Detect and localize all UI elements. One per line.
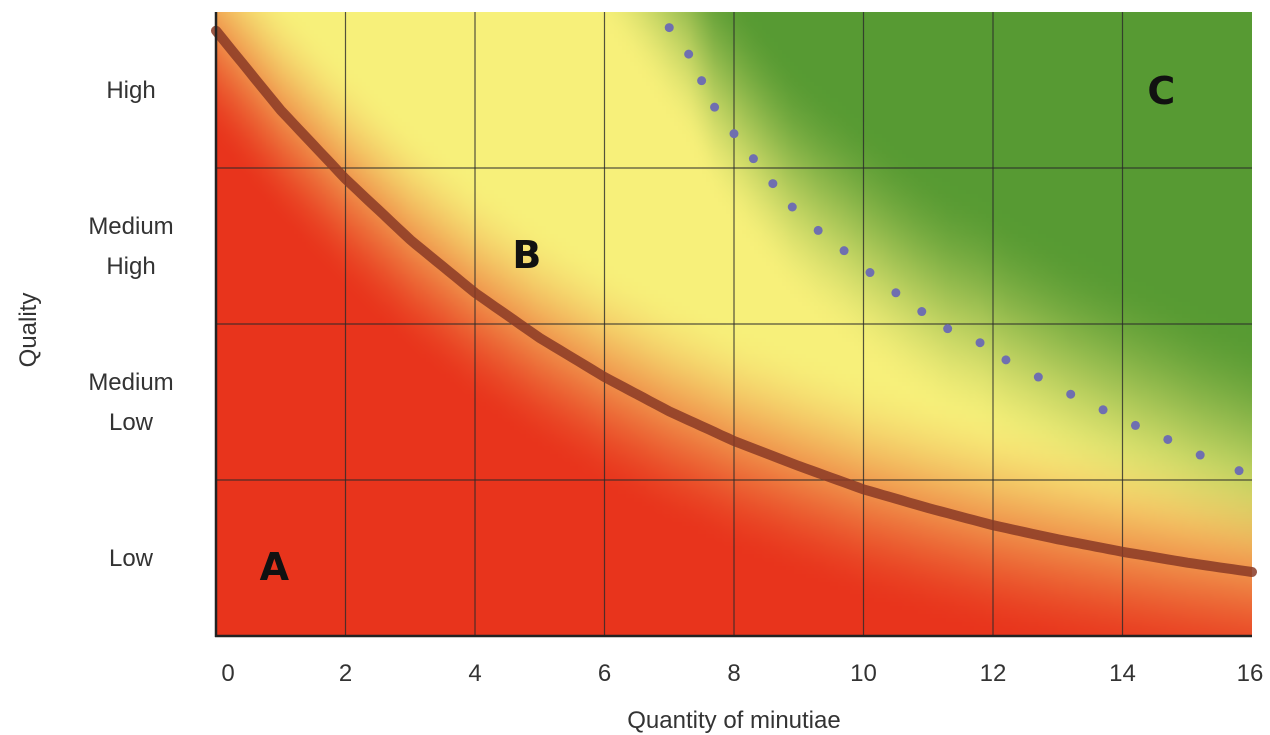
dotted-line-point: [697, 76, 707, 86]
dotted-line-point: [975, 338, 985, 348]
region-label-a: A: [260, 545, 290, 589]
dotted-line-point: [917, 307, 927, 317]
dotted-line-point: [748, 154, 758, 164]
threshold-curve-line: [211, 25, 1257, 577]
dotted-line-point: [787, 202, 797, 212]
dotted-line-point: [839, 246, 849, 256]
dotted-line-point: [1234, 466, 1244, 476]
dotted-threshold-line: [664, 23, 1244, 476]
dotted-line-point: [710, 102, 720, 112]
y-tick-label: Low: [109, 545, 154, 572]
x-axis-title: Quantity of minutiae: [627, 707, 840, 734]
dotted-line-point: [664, 23, 674, 33]
dotted-line-point: [1195, 450, 1205, 460]
dotted-line-point: [1066, 389, 1076, 399]
dotted-line-point: [865, 268, 875, 278]
dotted-line-point: [1098, 405, 1108, 415]
dotted-line-point: [813, 225, 823, 235]
y-tick-labels: Low Medium Low Medium High High: [88, 77, 173, 572]
x-tick-label: 8: [727, 660, 740, 687]
x-tick-label: 0: [221, 660, 234, 687]
x-tick-label: 16: [1237, 660, 1264, 687]
dotted-line-point: [943, 324, 953, 334]
region-label-b: B: [512, 233, 541, 277]
axes: [214, 12, 1252, 638]
dotted-line-point: [729, 129, 739, 139]
threshold-curve: [211, 25, 1257, 577]
y-tick-label: Medium High: [88, 213, 173, 280]
dotted-line-point: [1163, 434, 1173, 444]
x-tick-label: 2: [339, 660, 352, 687]
dotted-line-point: [1001, 355, 1011, 365]
x-tick-labels: 0 2 4 6 8 10 12 14 16: [221, 660, 1263, 687]
y-tick-label: High: [106, 77, 155, 104]
y-tick-label: Medium Low: [88, 369, 173, 436]
dotted-line-point: [768, 179, 778, 189]
region-label-c: C: [1147, 69, 1175, 113]
region-labels: A B C: [260, 69, 1176, 589]
x-tick-label: 14: [1109, 660, 1136, 687]
y-axis-title: Quality: [15, 293, 42, 368]
dotted-line-point: [684, 49, 694, 59]
grid-lines: [216, 12, 1252, 636]
x-tick-label: 12: [980, 660, 1007, 687]
dotted-line-point: [1033, 372, 1043, 382]
x-tick-label: 4: [468, 660, 481, 687]
dotted-line-point: [1130, 420, 1140, 430]
dotted-line-point: [891, 288, 901, 298]
x-tick-label: 6: [598, 660, 611, 687]
x-tick-label: 10: [850, 660, 877, 687]
